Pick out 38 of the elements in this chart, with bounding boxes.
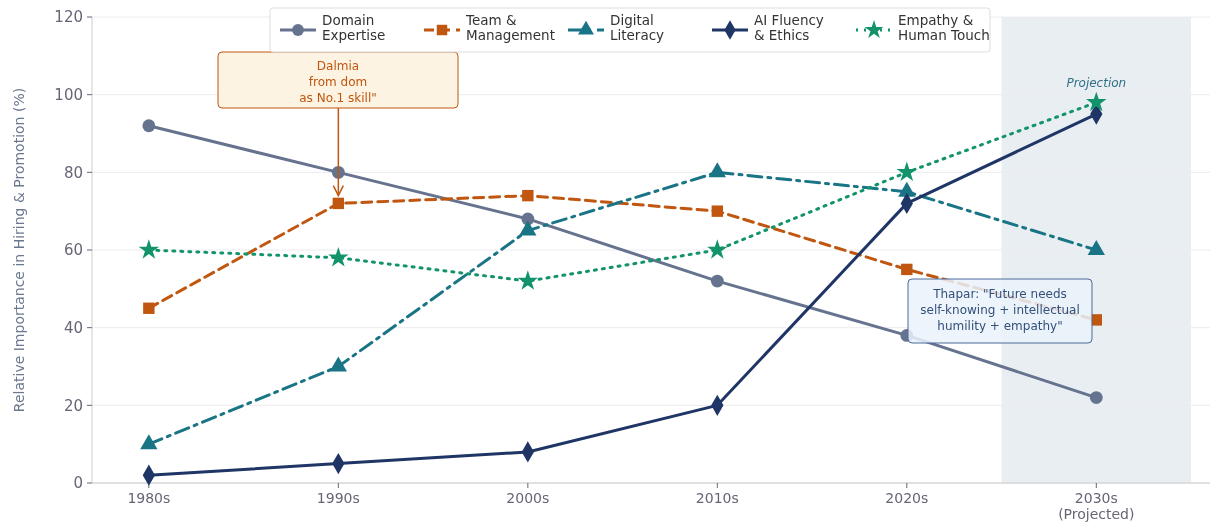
annotation: Dalmia from dom as No.1 skill" — [299, 59, 377, 105]
x-tick-label: 2010s — [695, 490, 739, 506]
point — [143, 302, 155, 314]
point — [332, 197, 345, 210]
point — [1089, 391, 1103, 404]
y-tick-label: 100 — [54, 85, 83, 104]
point — [517, 270, 539, 290]
y-tick-label: 80 — [63, 163, 83, 182]
point — [1086, 91, 1107, 112]
legend-label: Domain Expertise — [322, 12, 386, 43]
point — [710, 274, 724, 288]
y-tick-label: 20 — [63, 396, 83, 415]
legend-label: Empathy & Human Touch — [898, 12, 990, 43]
x-tick-label: 1980s — [127, 490, 171, 506]
y-tick-label: 60 — [63, 241, 83, 260]
point — [142, 119, 156, 133]
x-tick-label: 2030s (Projected) — [1058, 490, 1135, 522]
point — [901, 263, 913, 276]
annotation: Thapar: "Future needs self-knowing + intellectual humility + empathy" — [920, 287, 1080, 333]
legend-label: AI Fluency & Ethics — [754, 12, 824, 43]
point — [522, 189, 534, 202]
point — [707, 239, 728, 259]
point — [896, 161, 918, 182]
legend-label: Digital Literacy — [610, 12, 665, 43]
y-tick-label: 120 — [54, 8, 83, 27]
point — [138, 239, 160, 259]
point — [140, 434, 158, 450]
x-tick-label: 2000s — [506, 490, 550, 506]
y-axis-title: Relative Importance in Hiring & Promotion (%) — [11, 87, 27, 413]
point — [711, 205, 724, 217]
x-tick-label: 2020s — [885, 490, 929, 506]
point — [328, 247, 349, 267]
legend-label: Team & Management — [465, 12, 555, 43]
y-tick-label: 0 — [73, 474, 83, 493]
y-tick-label: 40 — [63, 318, 83, 337]
point — [708, 162, 726, 178]
x-tick-label: 1990s — [316, 490, 360, 506]
band-label: Projection — [1066, 76, 1127, 90]
